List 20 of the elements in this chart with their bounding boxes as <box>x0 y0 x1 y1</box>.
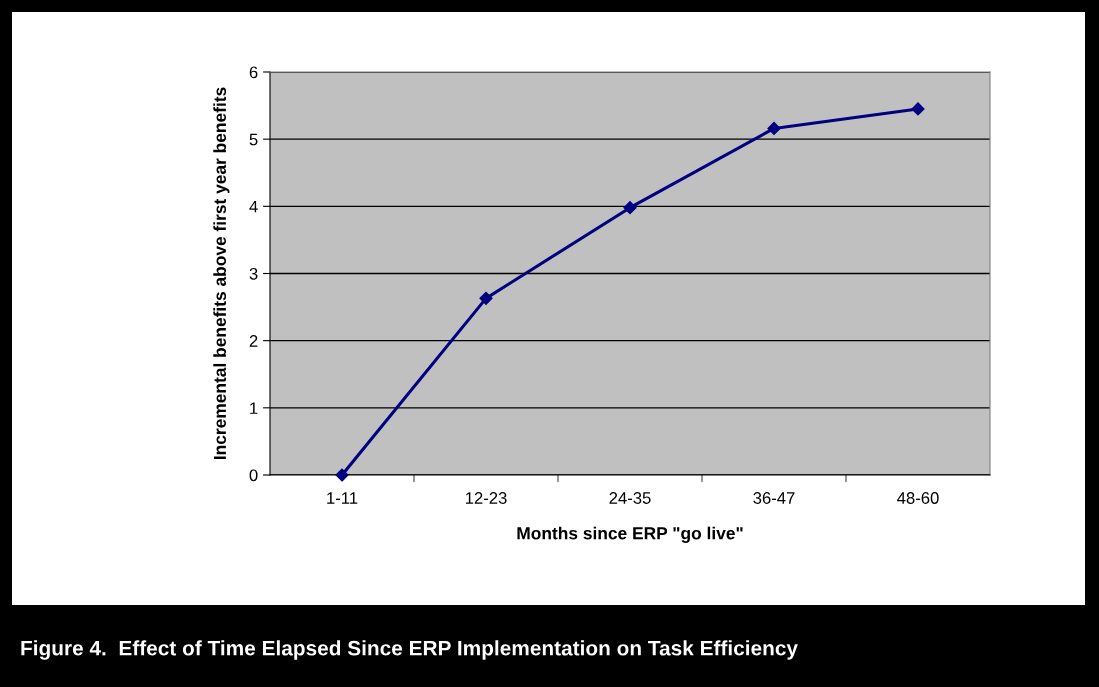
y-tick-label: 0 <box>249 469 258 482</box>
x-tick-label: 1-11 <box>327 492 358 504</box>
point <box>767 121 781 136</box>
x-tick-label: 24-35 <box>609 492 651 504</box>
x-tick-label: 48-60 <box>897 492 939 504</box>
point <box>623 201 637 215</box>
x-axis-title: Months since ERP "go live" <box>517 526 743 543</box>
point <box>479 291 493 305</box>
text: Figure 4. Effect of Time Elapsed Since ERP Implementation on Task Efficiency <box>21 640 798 660</box>
x-tick-label: 12-23 <box>465 492 507 504</box>
y-tick-label: 3 <box>249 267 258 280</box>
y-tick-label: 2 <box>249 335 258 347</box>
y-tick-label: 1 <box>250 402 258 414</box>
point <box>335 468 349 482</box>
y-axis-title: Incremental benefits above first year benefits <box>213 87 230 460</box>
y-tick-label: 5 <box>249 133 258 146</box>
y-tick-label: 6 <box>249 66 258 79</box>
x-tick-label: 36-47 <box>753 492 795 504</box>
y-tick-label: 4 <box>249 200 258 213</box>
point <box>911 102 925 116</box>
